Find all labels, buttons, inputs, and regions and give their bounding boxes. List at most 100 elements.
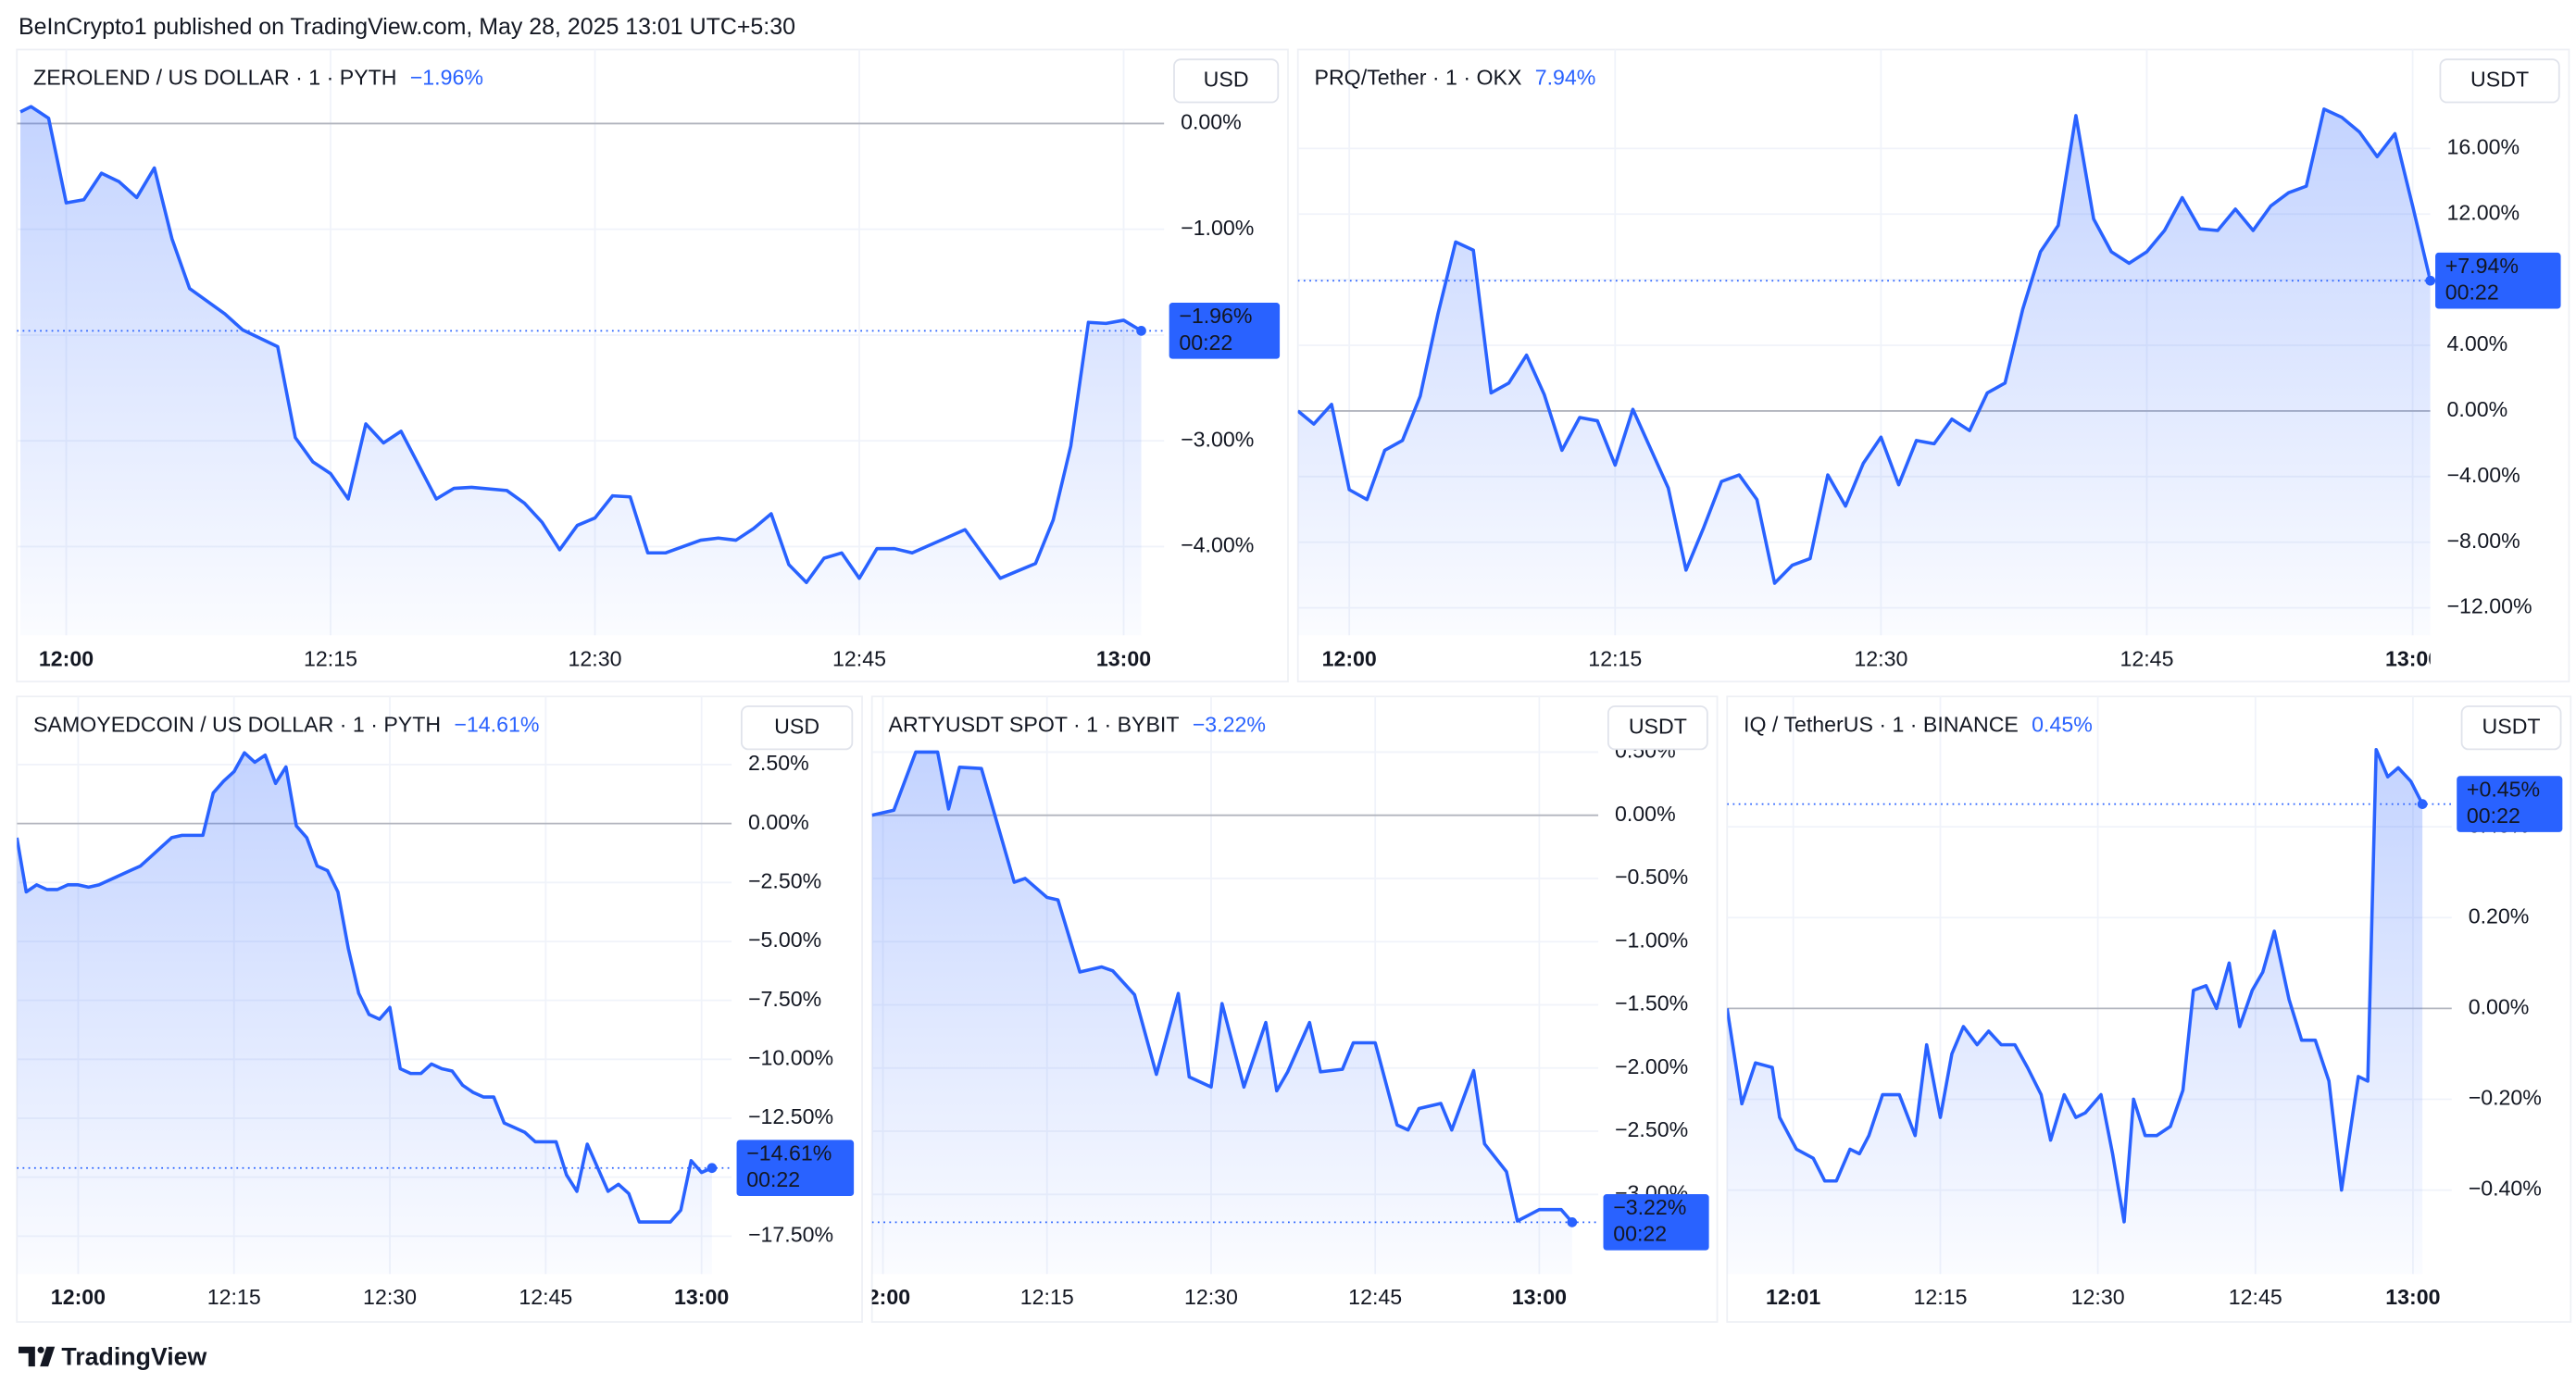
chart-title: ZEROLEND / US DOLLAR · 1 · PYTH xyxy=(33,66,396,90)
currency-box xyxy=(1173,58,1280,104)
x-tick-label: 12:00 xyxy=(39,646,94,670)
change-label: −1.96% xyxy=(410,66,483,90)
y-tick-label: −1.00% xyxy=(1615,928,1688,952)
y-tick-label: 4.00% xyxy=(2447,331,2508,355)
time-axis: 12:01 12:15 12:30 12:45 13:00 xyxy=(1766,1285,2440,1309)
currency-box xyxy=(2460,705,2562,751)
badge-label: −14.61% xyxy=(746,1141,832,1165)
chart-header: IQ / TetherUS · 1 · BINANCE 0.45% xyxy=(1744,713,2093,737)
x-tick-label: 13:00 xyxy=(1512,1285,1567,1309)
x-tick-label: 12:45 xyxy=(2229,1285,2282,1309)
logo-dot xyxy=(37,1346,44,1353)
currency: USD xyxy=(1204,67,1249,91)
y-tick-label: 0.00% xyxy=(748,810,809,834)
area-fill xyxy=(20,106,1142,636)
time-axis: 12:00 12:15 12:30 12:45 13:00 xyxy=(51,1285,729,1309)
change-label: −14.61% xyxy=(454,713,539,737)
x-tick-label: 12:00 xyxy=(1322,646,1377,670)
chart-header: SAMOYEDCOIN / US DOLLAR · 1 · PYTH −14.61… xyxy=(33,713,539,737)
chart-header: ZEROLEND / US DOLLAR · 1 · PYTH −1.96% xyxy=(33,66,483,90)
chart-header: ARTYUSDT SPOT · 1 · BYBIT −3.22% xyxy=(889,713,1266,737)
x-tick-label: 12:00 xyxy=(856,1285,910,1309)
price-line xyxy=(1297,107,2431,585)
y-tick-label: −17.50% xyxy=(748,1222,833,1246)
x-tick-label: 12:01 xyxy=(1766,1285,1820,1309)
currency: USD xyxy=(774,714,819,738)
x-tick-label: 12:00 xyxy=(51,1285,106,1309)
x-tick-label: 12:15 xyxy=(1588,646,1642,670)
time-axis: 12:00 12:15 12:30 12:45 13:00 xyxy=(39,646,1151,670)
time-axis: 12:00 12:15 12:30 12:45 13:00 xyxy=(856,1285,1567,1309)
currency: USDT xyxy=(2470,67,2529,91)
x-tick-label: 12:30 xyxy=(1854,646,1907,670)
last-point xyxy=(2417,799,2428,809)
price-badge xyxy=(736,1140,855,1197)
price-badge xyxy=(2457,776,2563,832)
price-badge xyxy=(1169,303,1281,359)
chart-title: ARTYUSDT SPOT · 1 · BYBIT xyxy=(889,713,1180,737)
y-tick-label: −12.50% xyxy=(748,1104,833,1128)
badge-countdown: 00:22 xyxy=(746,1167,800,1191)
y-tick-label: 12.00% xyxy=(2447,200,2520,224)
plot-area xyxy=(1297,49,2431,636)
change-label: 7.94% xyxy=(1535,66,1596,90)
currency: USDT xyxy=(1629,714,1687,738)
y-tick-label: 16.00% xyxy=(2447,134,2520,158)
y-tick-label: −12.00% xyxy=(2447,594,2532,618)
y-tick-label: 0.00% xyxy=(2447,397,2508,421)
badge-countdown: 00:22 xyxy=(2445,280,2499,305)
currency: USDT xyxy=(2482,714,2541,738)
y-tick-label: 0.00% xyxy=(2469,994,2530,1018)
price-line xyxy=(17,751,713,1224)
price-badge xyxy=(1603,1194,1709,1251)
plot-area xyxy=(17,696,732,1275)
price-line xyxy=(871,750,1574,1224)
y-tick-label: −4.00% xyxy=(2447,463,2520,487)
badge-label: +7.94% xyxy=(2445,254,2519,278)
brand: TradingView xyxy=(61,1342,206,1370)
last-point xyxy=(2425,275,2436,286)
x-tick-label: 12:45 xyxy=(832,646,886,670)
area-fill xyxy=(1727,749,2423,1275)
x-tick-label: 12:15 xyxy=(1020,1285,1074,1309)
chart-title: PRQ/Tether · 1 · OKX xyxy=(1315,66,1522,90)
price-badge xyxy=(2435,252,2561,309)
y-tick-label: −0.50% xyxy=(1615,865,1688,889)
chart-panel: 0.40%0.20%0.00%−0.20%−0.40%12:0112:1512:… xyxy=(1726,695,2572,1323)
x-tick-label: 13:00 xyxy=(1096,646,1151,670)
panel-border xyxy=(1296,48,2570,683)
plot-area xyxy=(871,696,1599,1275)
badge-label: +0.45% xyxy=(2467,777,2540,801)
x-tick-label: 13:00 xyxy=(2385,1285,2440,1309)
tradingview-logo xyxy=(19,1346,56,1367)
y-tick-label: −0.20% xyxy=(2469,1086,2542,1110)
y-tick-label: −2.00% xyxy=(1615,1054,1688,1078)
badge-countdown: 00:22 xyxy=(1179,330,1232,355)
area-fill xyxy=(17,753,712,1275)
plot-area xyxy=(17,49,1165,636)
y-tick-label: −10.00% xyxy=(748,1045,833,1069)
chart-header: PRQ/Tether · 1 · OKX 7.94% xyxy=(1315,66,1596,90)
x-tick-label: 12:30 xyxy=(569,646,622,670)
y-tick-label: −8.00% xyxy=(2447,529,2520,553)
chart-title: SAMOYEDCOIN / US DOLLAR · 1 · PYTH xyxy=(33,713,441,737)
last-point xyxy=(1567,1217,1578,1227)
panel-border xyxy=(16,48,1289,683)
x-tick-label: 12:15 xyxy=(207,1285,261,1309)
last-point xyxy=(707,1163,718,1174)
change-label: −3.22% xyxy=(1193,713,1266,737)
y-tick-label: 0.00% xyxy=(1181,110,1242,134)
chart-title: IQ / TetherUS · 1 · BINANCE xyxy=(1744,713,2019,737)
x-tick-label: 13:00 xyxy=(2385,646,2440,670)
price-line xyxy=(1727,747,2424,1224)
x-tick-label: 12:30 xyxy=(2071,1285,2125,1309)
price-line xyxy=(19,105,1143,585)
plot-area xyxy=(1727,696,2452,1275)
change-label: 0.45% xyxy=(2032,713,2093,737)
y-tick-label: −5.00% xyxy=(748,928,821,952)
x-tick-label: 12:30 xyxy=(1184,1285,1238,1309)
y-tick-label: 0.20% xyxy=(2469,903,2530,928)
x-tick-label: 12:30 xyxy=(363,1285,417,1309)
